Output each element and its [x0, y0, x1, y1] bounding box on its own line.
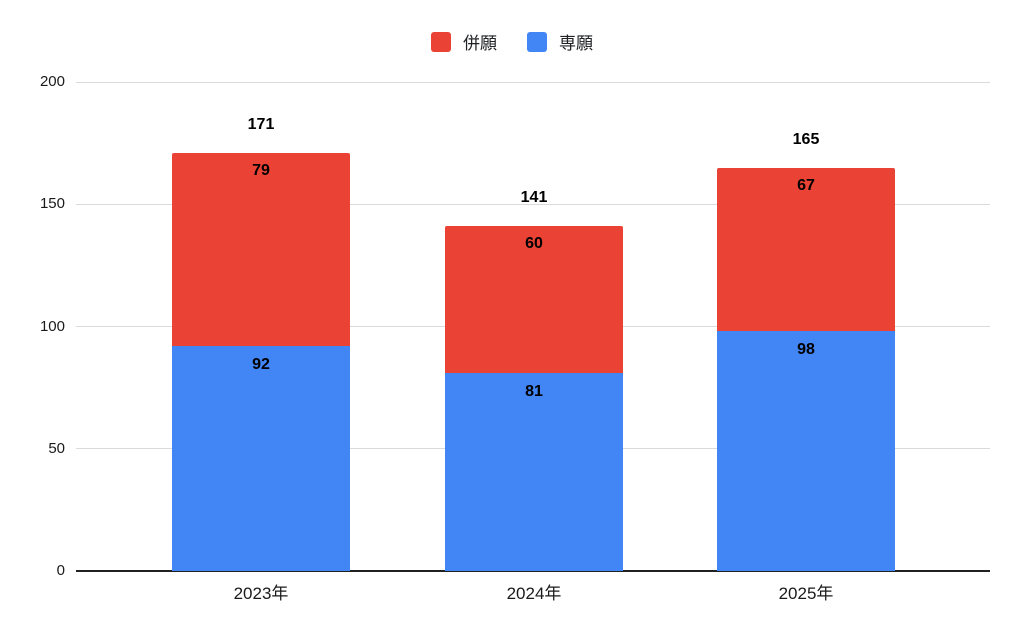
bar-segment-heigan[interactable]	[717, 167, 895, 332]
segment-value-label: 98	[797, 341, 815, 359]
y-tick-label: 50	[48, 439, 65, 457]
legend-item-sengan[interactable]: 専願	[527, 29, 593, 54]
bar-segment-heigan[interactable]	[445, 226, 623, 373]
y-tick-label: 100	[39, 317, 65, 335]
bar-segment-sengan[interactable]	[717, 331, 895, 571]
bar-segment-sengan[interactable]	[445, 372, 623, 571]
segment-value-label: 79	[252, 161, 270, 179]
bar-2024年: 60 81 141	[445, 82, 623, 571]
y-tick-label: 200	[39, 73, 65, 90]
x-axis-labels: 2023年 2024年 2025年	[76, 579, 990, 603]
legend-label: 専願	[559, 34, 593, 53]
chart-legend: 併願 専願	[0, 29, 1024, 54]
bar-segment-sengan[interactable]	[172, 346, 350, 571]
segment-value-label: 67	[797, 176, 815, 194]
x-tick-label: 2025年	[778, 584, 834, 603]
bar-segment-heigan[interactable]	[172, 152, 350, 347]
segment-value-label: 92	[252, 356, 270, 374]
y-tick-label: 150	[39, 195, 65, 213]
total-value-label: 165	[792, 130, 820, 148]
x-tick-label: 2023年	[233, 584, 289, 603]
y-axis-labels: 0 50 100 150 200	[0, 73, 65, 579]
total-value-label: 171	[247, 115, 275, 133]
legend-item-heigan[interactable]: 併願	[431, 29, 497, 54]
x-tick-label: 2024年	[506, 584, 562, 603]
total-value-label: 141	[520, 189, 548, 207]
segment-value-label: 60	[525, 235, 543, 253]
segment-value-label: 81	[525, 382, 543, 400]
gridline	[76, 81, 990, 83]
plot-area[interactable]: 79 92 171 60 81 141 67 98 165	[76, 81, 990, 572]
legend-swatch-blue-icon	[527, 31, 547, 52]
bar-2025年: 67 98 165	[717, 82, 895, 571]
gridline	[76, 203, 990, 205]
legend-label: 併願	[463, 34, 497, 53]
y-tick-label: 0	[56, 562, 65, 579]
legend-swatch-red-icon	[431, 31, 451, 52]
bar-2023年: 79 92 171	[172, 82, 350, 571]
x-axis-line	[76, 570, 990, 572]
